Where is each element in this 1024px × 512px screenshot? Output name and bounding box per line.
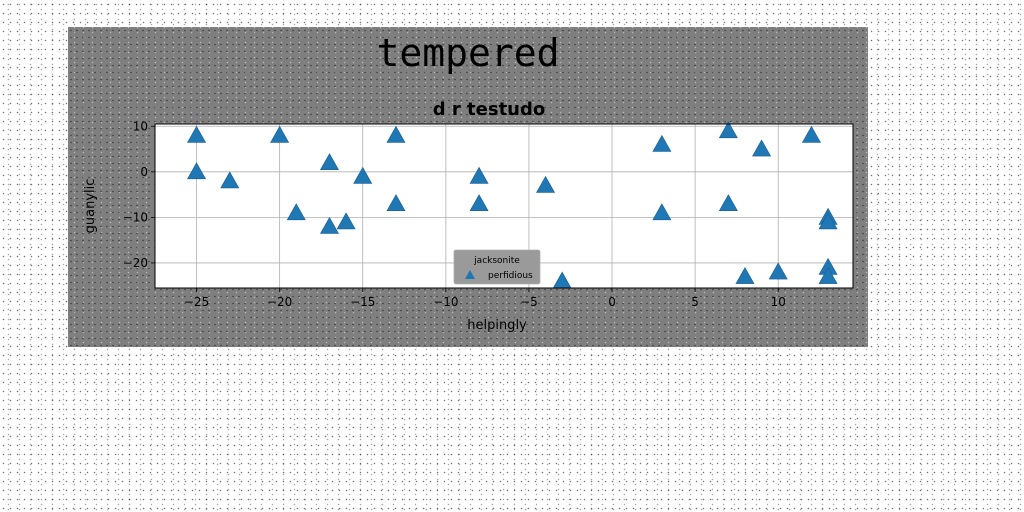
y-tick-label: 0	[140, 165, 148, 179]
legend-title: jacksonite	[473, 256, 520, 266]
plot-frame	[154, 123, 854, 289]
data-point	[469, 194, 489, 212]
x-tick-label: −5	[520, 295, 538, 309]
x-tick: −5	[520, 288, 538, 309]
data-point	[386, 194, 406, 212]
data-point	[353, 166, 373, 184]
x-tick-label: 5	[691, 295, 699, 309]
data-point	[286, 203, 306, 221]
x-tick-label: −20	[267, 295, 292, 309]
legend-marker-icon	[465, 270, 475, 279]
data-point	[735, 266, 755, 284]
y-tick: 10	[133, 119, 155, 133]
x-tick: −15	[350, 288, 375, 309]
x-tick-label: −15	[350, 295, 375, 309]
x-tick: −20	[267, 288, 292, 309]
legend-box	[453, 249, 541, 285]
legend: jacksonite perfidious	[453, 249, 541, 285]
data-point	[718, 194, 738, 212]
x-axis-ticks: −25 −20 −15 −10 −5 0 5 10	[184, 288, 786, 309]
x-tick-label: 10	[771, 295, 786, 309]
y-tick-label: 10	[133, 119, 148, 133]
data-point	[536, 175, 556, 193]
data-point	[768, 262, 788, 280]
data-point	[319, 216, 340, 234]
x-tick: 0	[608, 288, 616, 309]
grid-lines	[155, 124, 853, 288]
figure: tempered d r testudo −25 −20 −15 −10 −5 0 5 10 …	[68, 27, 868, 347]
legend-entry-label: perfidious	[488, 271, 533, 281]
scatter-chart: d r testudo −25 −20 −15 −10 −5 0 5 10 −20 −10 0 10…	[83, 99, 854, 333]
y-tick-label: −10	[123, 210, 148, 224]
data-point	[270, 125, 290, 143]
data-point	[469, 166, 489, 184]
x-tick: 5	[691, 288, 699, 309]
x-tick: 10	[771, 288, 786, 309]
data-point	[386, 125, 406, 143]
y-tick-label: −20	[123, 256, 148, 270]
y-tick: −10	[123, 210, 155, 224]
x-tick: −25	[184, 288, 209, 309]
x-tick-label: −25	[184, 295, 209, 309]
data-point	[319, 153, 340, 171]
data-point	[652, 203, 672, 221]
x-tick-label: −10	[433, 295, 458, 309]
data-point	[801, 125, 821, 143]
data-point	[818, 266, 838, 284]
data-point	[220, 171, 240, 189]
data-point	[336, 212, 356, 230]
data-point	[718, 121, 738, 139]
chart-title: d r testudo	[433, 99, 546, 120]
x-tick-label: 0	[608, 295, 616, 309]
data-point	[652, 134, 672, 152]
data-point	[752, 139, 772, 157]
data-point	[187, 125, 207, 143]
y-tick: 0	[140, 165, 155, 179]
data-point	[818, 212, 838, 230]
data-points	[187, 121, 838, 289]
y-tick: −20	[123, 256, 155, 270]
figure-suptitle: tempered	[376, 31, 560, 75]
data-point	[187, 162, 207, 180]
y-axis-label: guanylic	[83, 179, 98, 234]
x-axis-label: helpingly	[467, 318, 527, 333]
y-axis-ticks: −20 −10 0 10	[123, 119, 155, 270]
x-tick: −10	[433, 288, 458, 309]
